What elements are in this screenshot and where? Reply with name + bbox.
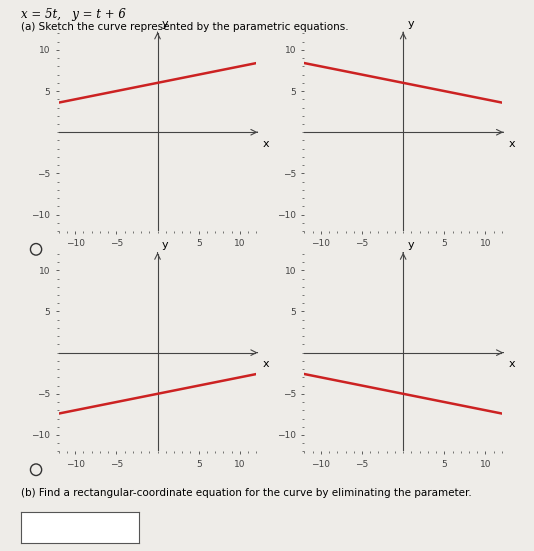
Text: y: y <box>162 19 168 29</box>
Text: x: x <box>263 359 270 369</box>
Text: x: x <box>263 139 270 149</box>
Text: (b) Find a rectangular-coordinate equation for the curve by eliminating the para: (b) Find a rectangular-coordinate equati… <box>21 488 472 498</box>
Text: y: y <box>162 240 168 250</box>
Text: y: y <box>407 240 414 250</box>
Text: x: x <box>508 359 515 369</box>
Text: y: y <box>407 19 414 29</box>
Text: x = 5t,   y = t + 6: x = 5t, y = t + 6 <box>21 8 126 21</box>
Text: (a) Sketch the curve represented by the parametric equations.: (a) Sketch the curve represented by the … <box>21 22 349 32</box>
Text: x: x <box>508 139 515 149</box>
